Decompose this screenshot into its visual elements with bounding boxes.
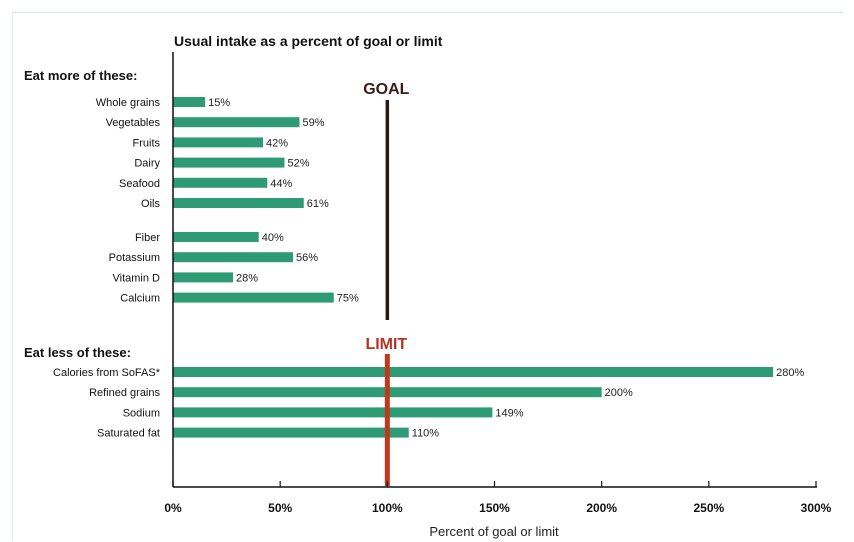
category-label: Fiber bbox=[135, 232, 160, 244]
category-label: Vegetables bbox=[106, 117, 161, 129]
bar bbox=[173, 272, 234, 283]
value-label: 110% bbox=[412, 428, 440, 440]
value-label: 52% bbox=[287, 158, 309, 170]
value-label: 280% bbox=[776, 367, 804, 379]
reference-label-limit: LIMIT bbox=[365, 336, 407, 353]
x-tick-label: 100% bbox=[372, 501, 403, 515]
value-label: 40% bbox=[262, 232, 284, 244]
value-label: 28% bbox=[236, 272, 258, 284]
x-tick-label: 200% bbox=[586, 501, 617, 515]
category-label: Saturated fat bbox=[97, 428, 160, 440]
category-label: Sodium bbox=[123, 407, 160, 419]
category-label: Oils bbox=[141, 198, 160, 210]
chart-frame bbox=[12, 12, 843, 541]
x-tick-label: 0% bbox=[164, 501, 182, 515]
category-label: Whole grains bbox=[96, 97, 161, 109]
category-label: Seafood bbox=[119, 178, 160, 190]
reference-label-goal: GOAL bbox=[363, 81, 409, 98]
group-label-eat-more: Eat more of these: bbox=[24, 68, 137, 83]
category-label: Dairy bbox=[134, 158, 160, 170]
x-tick-label: 250% bbox=[693, 501, 724, 515]
bar bbox=[173, 198, 304, 208]
category-label: Calcium bbox=[120, 293, 160, 305]
x-tick-label: 300% bbox=[801, 501, 832, 515]
value-label: 200% bbox=[605, 387, 633, 399]
category-label: Refined grains bbox=[89, 387, 160, 399]
category-label: Vitamin D bbox=[113, 272, 161, 284]
bar bbox=[173, 232, 259, 242]
value-label: 42% bbox=[266, 137, 288, 149]
chart-title: Usual intake as a percent of goal or lim… bbox=[174, 33, 443, 49]
category-label: Potassium bbox=[109, 252, 160, 264]
bar bbox=[173, 157, 285, 168]
category-label: Calories from SoFAS* bbox=[53, 367, 161, 379]
bar bbox=[173, 137, 264, 148]
reference-line-limit bbox=[384, 354, 390, 486]
reference-line-goal bbox=[385, 100, 390, 320]
bar bbox=[173, 117, 300, 128]
value-label: 15% bbox=[208, 97, 230, 109]
bar bbox=[173, 177, 268, 188]
category-label: Fruits bbox=[133, 137, 161, 149]
bar bbox=[173, 252, 294, 263]
bar bbox=[173, 292, 334, 303]
bar bbox=[173, 407, 493, 418]
bar bbox=[173, 427, 409, 438]
value-label: 56% bbox=[296, 252, 318, 264]
x-axis-label: Percent of goal or limit bbox=[429, 524, 559, 539]
value-label: 44% bbox=[270, 178, 292, 190]
group-label-eat-less: Eat less of these: bbox=[24, 345, 131, 360]
x-axis: 0% 50% 100% 150% 200% 250% 300% bbox=[164, 52, 832, 515]
value-label: 149% bbox=[495, 407, 523, 419]
value-label: 61% bbox=[307, 198, 329, 210]
x-tick-label: 150% bbox=[479, 501, 510, 515]
x-tick-label: 50% bbox=[268, 501, 292, 515]
bars-layer: Eat more of these: Whole grains 15% Vegetab… bbox=[24, 68, 804, 486]
bar bbox=[173, 97, 206, 107]
value-label: 59% bbox=[302, 117, 324, 129]
value-label: 75% bbox=[337, 293, 359, 305]
bar bbox=[173, 367, 774, 377]
